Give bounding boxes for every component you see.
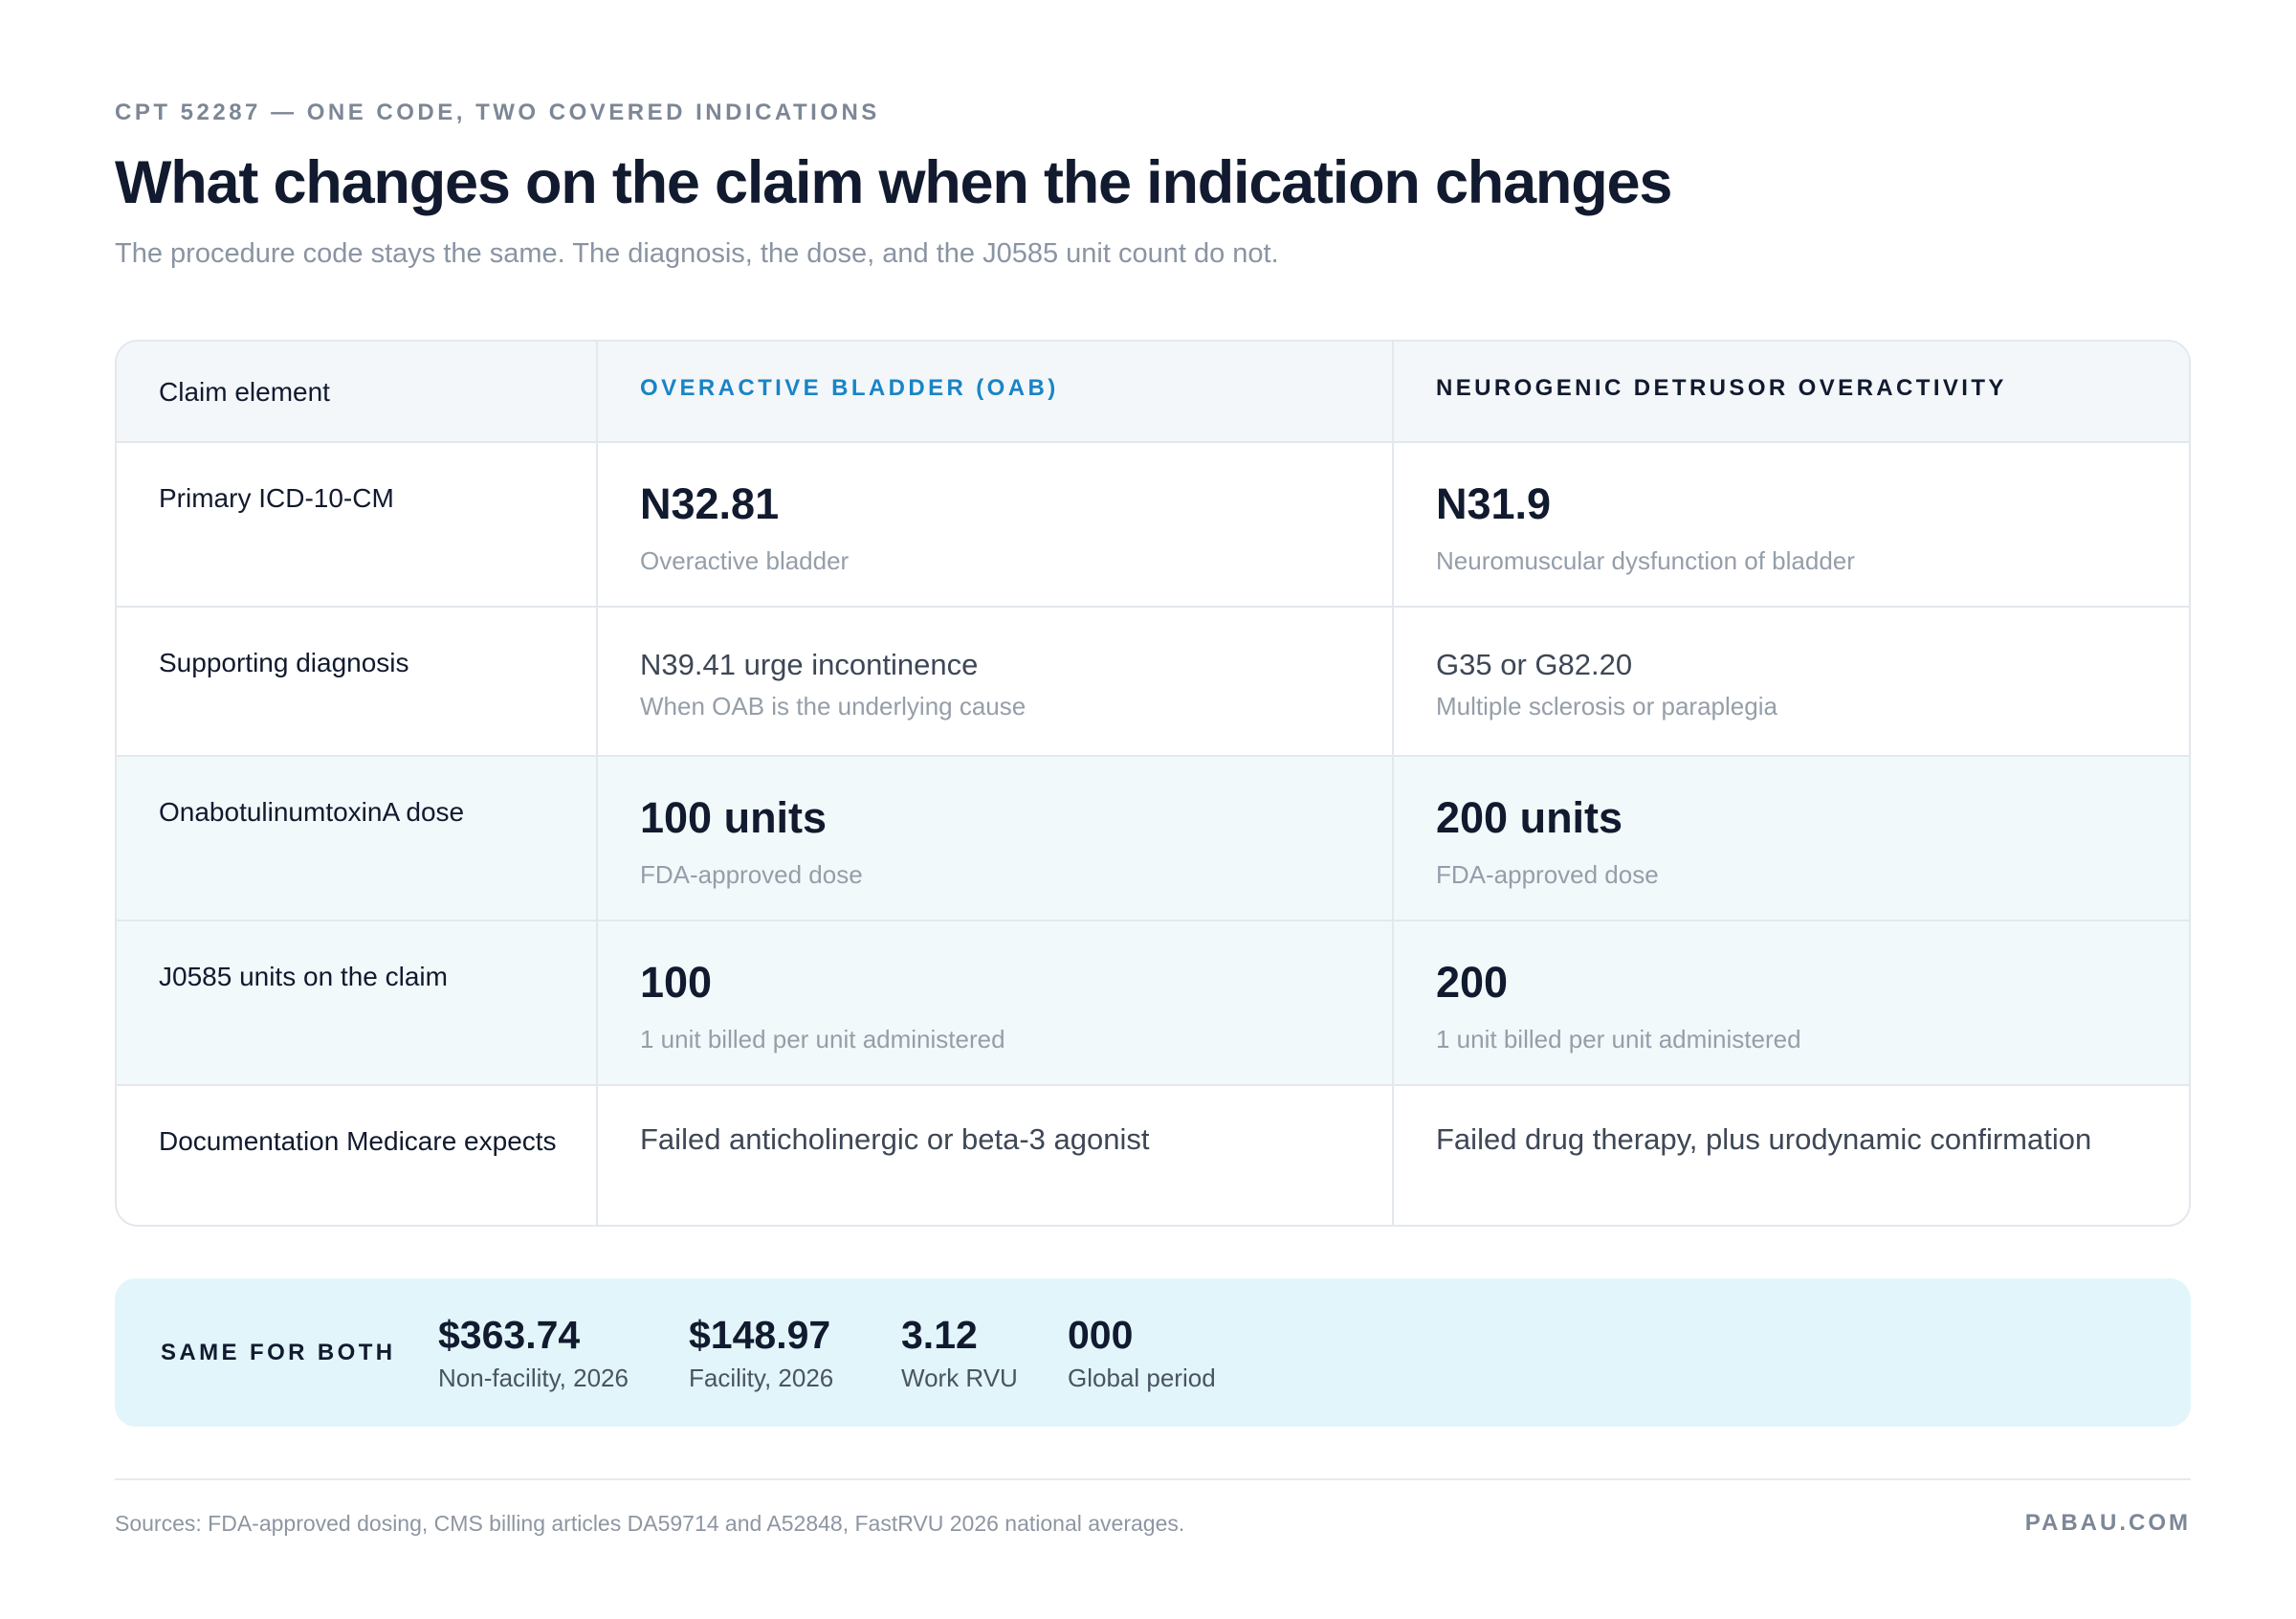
stat-non-facility: $363.74 Non-facility, 2026 bbox=[438, 1313, 629, 1393]
row-label: Supporting diagnosis bbox=[159, 648, 409, 677]
table-row: OnabotulinumtoxinA dose 100 units FDA-ap… bbox=[117, 757, 2189, 921]
row-label: Primary ICD-10-CM bbox=[159, 483, 394, 513]
stat-value: 3.12 bbox=[901, 1313, 978, 1357]
stat-label: Non-facility, 2026 bbox=[438, 1364, 629, 1392]
ndo-note: FDA-approved dose bbox=[1436, 860, 1659, 889]
stat-label: Global period bbox=[1068, 1364, 1216, 1392]
stat-value: $363.74 bbox=[438, 1313, 581, 1357]
table-row: Supporting diagnosis N39.41 urge inconti… bbox=[117, 608, 2189, 757]
stat-value: $148.97 bbox=[689, 1313, 831, 1357]
row-label: Documentation Medicare expects bbox=[159, 1126, 557, 1156]
row-label: J0585 units on the claim bbox=[159, 962, 448, 991]
ndo-value: 200 units bbox=[1436, 793, 1623, 842]
table-row: Documentation Medicare expects Failed an… bbox=[117, 1086, 2189, 1225]
stat-work-rvu: 3.12 Work RVU bbox=[901, 1313, 1018, 1393]
header-cell-oab: OVERACTIVE BLADDER (OAB) bbox=[598, 342, 1394, 441]
stat-facility: $148.97 Facility, 2026 bbox=[689, 1313, 833, 1393]
oab-note: Overactive bladder bbox=[640, 546, 850, 575]
summary-panel: SAME FOR BOTH $363.74 Non-facility, 2026… bbox=[115, 1278, 2191, 1427]
page-title: What changes on the claim when the indic… bbox=[115, 149, 1672, 216]
ndo-value: 200 bbox=[1436, 958, 1509, 1007]
column-header-claim-element: Claim element bbox=[159, 377, 330, 407]
stat-global-period: 000 Global period bbox=[1068, 1313, 1216, 1393]
table-header-row: Claim element OVERACTIVE BLADDER (OAB) N… bbox=[117, 342, 2189, 443]
page-subtitle: The procedure code stays the same. The d… bbox=[115, 238, 1279, 269]
header-cell-ndo: NEUROGENIC DETRUSOR OVERACTIVITY bbox=[1394, 342, 2189, 441]
ndo-value: G35 or G82.20 bbox=[1436, 648, 1633, 681]
oab-value: 100 bbox=[640, 958, 713, 1007]
oab-value: 100 units bbox=[640, 793, 828, 842]
stat-label: Facility, 2026 bbox=[689, 1364, 834, 1392]
stat-value: 000 bbox=[1068, 1313, 1134, 1357]
oab-note: FDA-approved dose bbox=[640, 860, 863, 889]
sources-note: Sources: FDA-approved dosing, CMS billin… bbox=[115, 1511, 1185, 1536]
oab-value: N39.41 urge incontinence bbox=[640, 648, 979, 681]
column-header-oab: OVERACTIVE BLADDER (OAB) bbox=[640, 375, 1059, 401]
oab-note: 1 unit billed per unit administered bbox=[640, 1025, 1005, 1053]
stat-label: Work RVU bbox=[901, 1364, 1018, 1392]
table-row: Primary ICD-10-CM N32.81 Overactive blad… bbox=[117, 443, 2189, 608]
oab-note: When OAB is the underlying cause bbox=[640, 692, 1027, 721]
ndo-note: Neuromuscular dysfunction of bladder bbox=[1436, 546, 1855, 575]
ndo-note: Multiple sclerosis or paraplegia bbox=[1436, 692, 1777, 721]
brand-link[interactable]: PABAU.COM bbox=[2024, 1510, 2191, 1536]
oab-value: N32.81 bbox=[640, 479, 780, 528]
footer-divider bbox=[115, 1478, 2191, 1480]
eyebrow: CPT 52287 — ONE CODE, TWO COVERED INDICA… bbox=[115, 100, 880, 125]
ndo-value: N31.9 bbox=[1436, 479, 1552, 528]
comparison-table: Claim element OVERACTIVE BLADDER (OAB) N… bbox=[115, 340, 2191, 1227]
ndo-value: Failed drug therapy, plus urodynamic con… bbox=[1436, 1122, 2092, 1156]
column-header-ndo: NEUROGENIC DETRUSOR OVERACTIVITY bbox=[1436, 375, 2007, 401]
row-label: OnabotulinumtoxinA dose bbox=[159, 797, 465, 827]
oab-value: Failed anticholinergic or beta-3 agonist bbox=[640, 1122, 1150, 1156]
header-cell-label: Claim element bbox=[117, 342, 598, 441]
summary-label: SAME FOR BOTH bbox=[161, 1340, 396, 1365]
table-row: J0585 units on the claim 100 1 unit bill… bbox=[117, 921, 2189, 1086]
ndo-note: 1 unit billed per unit administered bbox=[1436, 1025, 1801, 1053]
